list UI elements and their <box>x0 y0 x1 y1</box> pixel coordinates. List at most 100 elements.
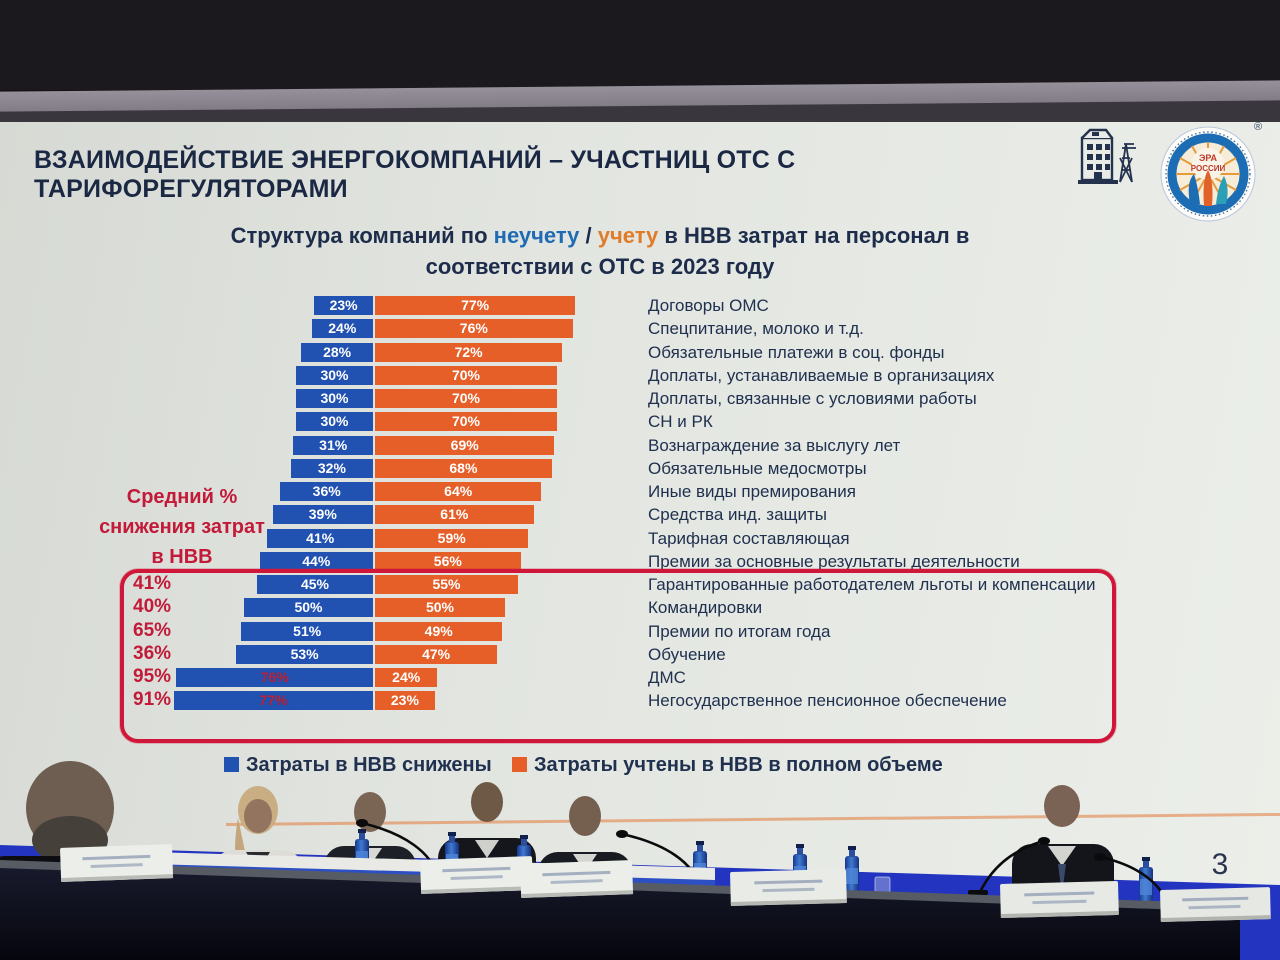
avg-reduction-value: 91% <box>133 689 172 711</box>
bar-value-label: 50% <box>294 599 323 616</box>
logo-trademark: ® <box>1254 121 1262 133</box>
bar-segment-reduced: 50% <box>244 598 373 618</box>
era-russia-logo: ЭРА РОССИИ ® <box>1160 121 1262 222</box>
category-label: Негосударственное пенсионное обеспечение <box>648 691 1007 711</box>
bar-value-label: 53% <box>290 645 319 662</box>
bar-segment-full: 50% <box>375 598 505 618</box>
bar-value-label: 59% <box>437 529 466 546</box>
category-label: Доплаты, устанавливаемые в организациях <box>648 365 995 385</box>
bar-value-label: 68% <box>449 459 478 476</box>
category-label: Доплаты, связанные с условиями работы <box>648 389 977 408</box>
subtitle-part2: в НВВ затрат на персонал в <box>658 223 970 248</box>
bar-value-label: 30% <box>320 366 349 383</box>
bar-value-label: 23% <box>329 297 358 313</box>
bar-segment-reduced: 45% <box>257 575 373 594</box>
speaker-5-head <box>569 796 601 836</box>
category-label: Средства инд. защиты <box>648 505 828 525</box>
bar-value-label: 50% <box>425 599 455 616</box>
bar-segment-reduced: 32% <box>290 458 373 478</box>
bar-value-label: 23% <box>390 692 419 709</box>
speaker-4-head <box>471 782 503 822</box>
name-card <box>730 869 847 906</box>
bar-value-label: 45% <box>300 576 330 592</box>
bar-segment-full: 76% <box>375 319 573 339</box>
category-label: Тарифная составляющая <box>648 528 850 548</box>
bar-segment-reduced: 41% <box>267 528 373 548</box>
annotation-line2: снижения затрат <box>99 516 265 538</box>
slide-page-number: 3 <box>1211 848 1229 881</box>
name-card <box>60 844 174 882</box>
annotation-line1: Средний % <box>126 486 238 508</box>
bar-value-label: 44% <box>302 552 331 569</box>
bar-segment-reduced: 39% <box>272 505 373 525</box>
category-label: Иные виды премирования <box>648 482 856 501</box>
chart-subtitle: Структура компаний по неучету / учету в … <box>160 220 1040 282</box>
bar-value-label: 76% <box>260 669 289 685</box>
bar-value-label: 30% <box>320 413 349 430</box>
name-card <box>1160 887 1271 922</box>
bar-value-label: 70% <box>451 366 481 383</box>
category-label: Командировки <box>648 598 763 618</box>
logo-text-line1: ЭРА <box>1199 153 1218 163</box>
bar-segment-reduced: 30% <box>296 365 373 385</box>
category-label: ДМС <box>648 668 686 687</box>
category-label: Обязательные платежи в соц. фонды <box>648 342 945 362</box>
name-card <box>520 860 634 898</box>
slide-title: ВЗАИМОДЕЙСТВИЕ ЭНЕРГОКОМПАНИЙ – УЧАСТНИЦ… <box>34 146 796 203</box>
legend-swatch <box>224 757 239 772</box>
bar-segment-full: 70% <box>375 389 557 408</box>
avg-reduction-value: 36% <box>133 642 172 664</box>
bar-segment-reduced: 30% <box>296 389 373 408</box>
bar-segment-full: 68% <box>375 458 552 478</box>
bar-segment-full: 61% <box>375 505 534 525</box>
bar-segment-reduced: 44% <box>259 551 373 571</box>
bar-value-label: 70% <box>451 413 481 430</box>
speaker-6-head <box>1044 785 1080 827</box>
avg-reduction-annotation: Средний % снижения затрат в НВВ <box>92 482 272 572</box>
presentation-slide: ВЗАИМОДЕЙСТВИЕ ЭНЕРГОКОМПАНИЙ – УЧАСТНИЦ… <box>0 121 1280 960</box>
legend-label: Затраты учтены в НВВ в полном объеме <box>534 754 943 776</box>
bar-segment-reduced: 28% <box>301 342 373 362</box>
bar-segment-reduced: 31% <box>293 435 373 455</box>
bar-segment-full: 70% <box>375 412 557 432</box>
bar-segment-reduced: 30% <box>296 412 373 432</box>
bar-segment-full: 59% <box>375 528 529 548</box>
avg-reduction-value: 41% <box>133 573 172 594</box>
legend-swatch <box>512 757 527 772</box>
category-label: Спецпитание, молоко и т.д. <box>648 319 864 339</box>
logo-hand-orange <box>1203 170 1213 206</box>
bar-segment-full: 77% <box>375 296 576 315</box>
screen-bezel-top <box>0 0 1280 90</box>
category-label: Договоры ОМС <box>648 296 769 315</box>
bar-segment-reduced: 24% <box>311 319 373 339</box>
bar-segment-reduced: 23% <box>314 296 373 315</box>
bar-value-label: 30% <box>320 390 349 406</box>
category-label: Премии за основные результаты деятельнос… <box>648 551 1020 571</box>
logo-text-line2: РОССИИ <box>1191 164 1226 173</box>
bar-value-label: 55% <box>432 576 461 592</box>
bar-value-label: 24% <box>328 320 357 337</box>
logo-hand-blue <box>1188 174 1200 204</box>
bar-value-label: 77% <box>461 297 490 313</box>
bar-segment-reduced: 36% <box>280 482 373 501</box>
avg-reduction-value: 95% <box>133 666 172 687</box>
bar-value-label: 24% <box>392 669 421 685</box>
bar-segment-reduced: 76% <box>176 668 373 687</box>
avg-reduction-value: 65% <box>133 619 172 641</box>
bar-segment-full: 55% <box>375 575 518 594</box>
panel-table-scene <box>0 761 1280 960</box>
bar-segment-full: 69% <box>375 435 555 455</box>
bar-segment-full: 23% <box>375 691 435 711</box>
category-label: Гарантированные работодателем льготы и к… <box>648 575 1096 594</box>
bar-value-label: 41% <box>306 529 335 546</box>
bar-segment-full: 70% <box>375 365 557 385</box>
highlight-box <box>120 569 1116 743</box>
subtitle-highlight-blue: неучету <box>493 223 580 248</box>
bar-segment-full: 49% <box>375 621 503 641</box>
logo-hand-teal <box>1216 176 1228 204</box>
bar-value-label: 39% <box>308 506 337 523</box>
bar-segment-full: 72% <box>375 342 563 362</box>
bar-value-label: 31% <box>319 436 348 453</box>
bar-value-label: 32% <box>317 459 346 476</box>
